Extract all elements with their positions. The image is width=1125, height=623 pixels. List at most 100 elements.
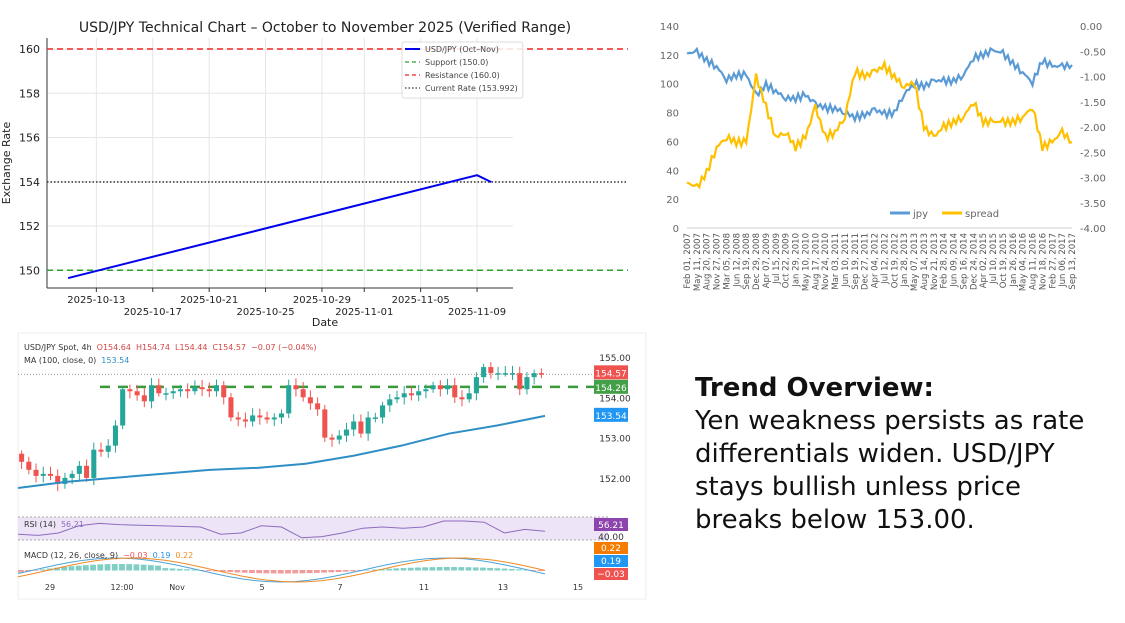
macd-histogram-bar: [104, 564, 111, 571]
candle-body: [199, 387, 205, 390]
candle-body: [264, 417, 270, 420]
macd-histogram-bar: [306, 570, 313, 574]
macd-histogram-bar: [227, 570, 234, 573]
y-tick-label: 160: [19, 43, 40, 56]
y-axis-label: Exchange Rate: [0, 122, 13, 205]
rsi-badge-label: 56.21: [598, 521, 624, 531]
candle-body: [192, 387, 198, 392]
signal-line: [17, 557, 546, 583]
candle-body: [170, 391, 176, 394]
macd-histogram-bar: [263, 570, 270, 574]
x-tick-label: Sep 16, 2014: [959, 233, 969, 290]
x-tick-label: May 04, 2016: [1019, 233, 1029, 291]
x-tick-label: Jan 26, 2016: [1009, 233, 1019, 288]
macd-histogram-bar: [335, 570, 342, 573]
right-y-tick-label: -2.00: [1080, 123, 1106, 134]
time-axis-label: 7: [337, 583, 342, 592]
macd-histogram-bar: [400, 568, 407, 571]
candle-body: [481, 367, 487, 378]
macd-histogram-bar: [169, 568, 176, 571]
macd-histogram-bar: [155, 565, 161, 571]
macd-histogram-bar: [364, 569, 371, 571]
time-axis-label: 15: [573, 583, 583, 592]
macd-histogram-bar: [342, 570, 349, 572]
candle-body: [509, 373, 516, 375]
candle-body: [26, 461, 32, 470]
candle-body: [358, 421, 364, 434]
right-y-tick-label: -1.50: [1080, 98, 1106, 109]
x-tick-label: Jan 28, 2013: [900, 233, 910, 288]
y-tick-label: 154: [19, 176, 40, 189]
legend-entry: spread: [965, 209, 999, 220]
y-tick-label: 156: [19, 132, 40, 145]
x-tick-label: Oct 19, 2015: [999, 233, 1009, 288]
legend-entry: jpy: [912, 209, 928, 220]
right-y-tick-label: -1.00: [1080, 73, 1106, 84]
x-tick-label: 2025-11-01: [335, 307, 393, 318]
ma-legend-value: 153.54: [101, 356, 129, 365]
jpy-series-line: [686, 46, 1073, 124]
legend-entry: Current Rate (153.992): [425, 84, 518, 93]
candle-body: [84, 465, 90, 478]
macd-histogram-bar: [191, 569, 198, 571]
ma-line: [17, 414, 546, 489]
candle-body: [156, 385, 162, 394]
macd-histogram-bar: [350, 570, 356, 572]
candle-body: [452, 385, 458, 398]
right-y-tick-label: -3.00: [1080, 174, 1106, 185]
x-tick-label: Sep 19, 2008: [742, 233, 752, 290]
candle-body: [307, 397, 313, 404]
candle-body: [423, 389, 429, 392]
candle-body: [466, 393, 472, 400]
ohlc-open: O154.64: [97, 343, 131, 352]
candle-body: [257, 415, 263, 418]
ohlc-high: H154.74: [136, 343, 170, 352]
candle-body: [105, 445, 111, 452]
macd-histogram-bar: [140, 564, 147, 571]
candle-body: [343, 429, 349, 436]
spread-series-line: [686, 58, 1073, 190]
candle-body: [437, 385, 443, 390]
candle-body: [47, 473, 54, 476]
macd-badge: [594, 568, 628, 580]
candle-body: [91, 449, 97, 478]
candle-body: [278, 413, 285, 418]
x-tick-label: Feb 27, 2017: [1048, 233, 1058, 289]
candle-body: [235, 417, 241, 420]
candle-body: [120, 389, 126, 426]
macd-histogram-bar: [119, 564, 125, 571]
ma-badge-label: 153.54: [595, 412, 627, 422]
candle-body: [517, 373, 523, 390]
candle-body: [408, 393, 414, 396]
candle-body: [495, 373, 501, 375]
macd-histogram-bar: [234, 570, 241, 573]
macd-histogram-bar: [501, 568, 508, 571]
macd-histogram-bar: [39, 569, 46, 571]
candle-body: [387, 399, 393, 406]
right-y-tick-label: -0.50: [1080, 47, 1106, 58]
candle-body: [351, 421, 357, 430]
x-tick-label: Aug 14, 2013: [920, 233, 930, 290]
macd-histogram-bar: [97, 564, 104, 571]
legend-entry: USD/JPY (Oct–Nov): [425, 45, 499, 54]
ma-badge: [594, 407, 628, 422]
ohlc-low: L154.44: [175, 343, 207, 352]
rsi-badge: [594, 518, 628, 531]
time-axis-label: 12:00: [110, 583, 133, 592]
rsi-label: RSI (14): [24, 520, 56, 529]
candle-body: [293, 385, 299, 390]
macd-badge: [594, 542, 628, 554]
macd-hist-value: −0.03: [123, 551, 148, 560]
macd-histogram-bar: [458, 567, 465, 571]
macd-histogram-bar: [480, 567, 486, 571]
macd-histogram-bar: [126, 564, 133, 571]
macd-histogram-bar: [256, 570, 263, 574]
left-y-tick-label: 40: [666, 166, 679, 177]
x-tick-label: Jul 12, 2012: [880, 233, 890, 285]
left-y-tick-label: 0: [673, 224, 679, 235]
candle-body: [69, 473, 75, 478]
candle-body: [401, 393, 407, 398]
macd-histogram-bar: [75, 565, 82, 571]
price-tick-label: 153.00: [599, 435, 631, 445]
macd-histogram-bar: [133, 564, 140, 571]
